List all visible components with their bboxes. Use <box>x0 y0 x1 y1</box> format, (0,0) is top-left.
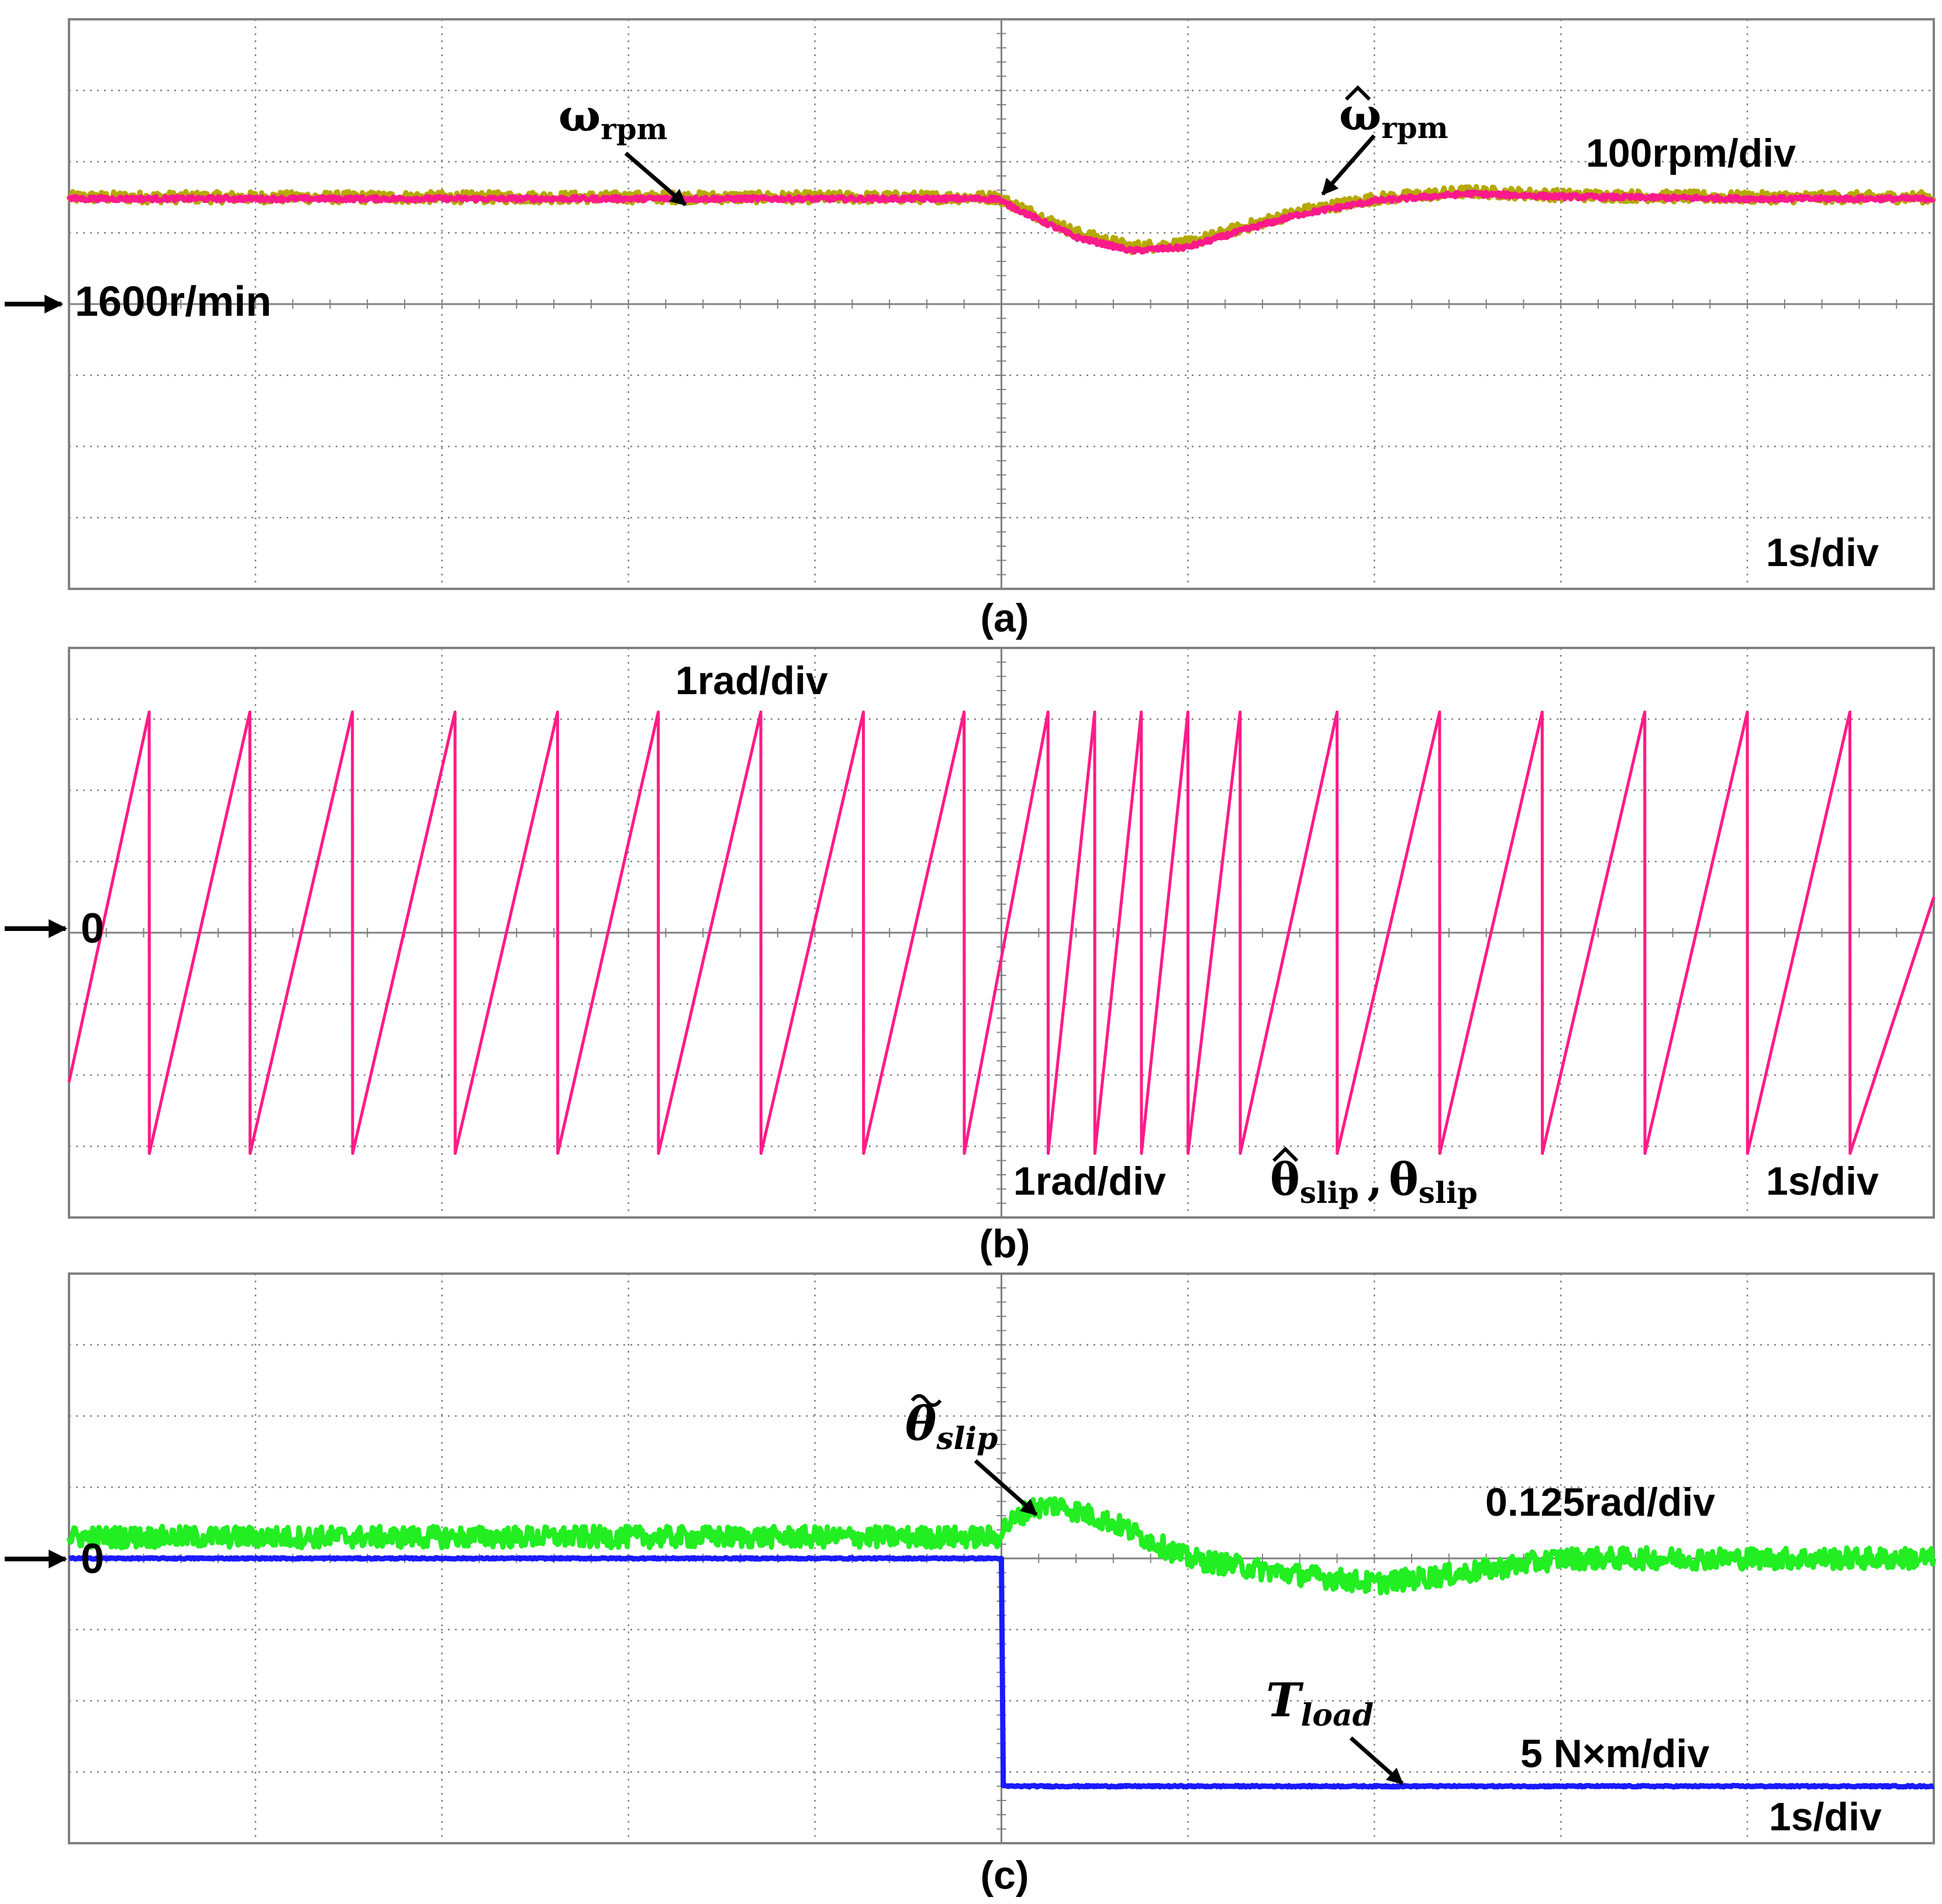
panel-caption: (b) <box>979 1222 1030 1266</box>
y-scale-label: 0.125rad/div <box>1485 1480 1715 1524</box>
series-label-omega-hat-rpm: ωrpm <box>1339 85 1448 145</box>
panel-a: 1600r/min 100rpm/div 1s/div ωrpm ωrpm (a… <box>5 18 1937 640</box>
svg-text:θslip: θslip <box>905 1396 998 1457</box>
y-scale-label: 100rpm/div <box>1586 131 1796 175</box>
hat-accent-icon <box>1272 1146 1299 1163</box>
series-label-theta-hat-slip: θslip <box>1270 1146 1359 1210</box>
svg-text:θslip: θslip <box>1270 1153 1359 1210</box>
svg-text:θslip: θslip <box>1389 1153 1478 1210</box>
x-scale-label: 1s/div <box>1766 1159 1879 1203</box>
panel-c: 0 0.125rad/div 5 N×m/div 1s/div θslip Tl… <box>5 1272 1937 1898</box>
panel-a-series <box>66 184 1937 256</box>
svg-text:ωrpm: ωrpm <box>1339 88 1448 145</box>
x-scale-label: 1s/div <box>1769 1795 1882 1839</box>
series-label-t-load: Tload <box>1266 1672 1374 1733</box>
panel-b-grid <box>68 647 1935 1219</box>
panel-caption: (c) <box>980 1853 1029 1898</box>
hat-accent-icon <box>1344 85 1371 101</box>
series-line <box>67 1555 1936 1790</box>
svg-text:Tload: Tload <box>1266 1672 1374 1733</box>
series-line <box>66 1496 1937 1596</box>
series-subscript: slip <box>1419 1175 1478 1210</box>
panel-b: 0 1rad/div 1rad/div 1s/div θslip , θslip… <box>5 647 1936 1266</box>
series-label-theta-tilde-slip: θslip <box>905 1394 998 1457</box>
series-label-omega-rpm: ωrpm <box>558 89 668 146</box>
panel-caption: (a) <box>980 596 1029 640</box>
series-subscript: load <box>1301 1698 1374 1733</box>
series-symbol: ω <box>1339 88 1381 140</box>
series-line <box>66 189 1936 255</box>
series-separator: , <box>1367 1153 1382 1205</box>
svg-text:ωrpm: ωrpm <box>558 89 668 146</box>
y-scale-label: 1rad/div <box>675 658 828 703</box>
panel-b-series <box>67 710 1936 1155</box>
callout-arrow-icon <box>1349 1736 1404 1785</box>
callout-arrow-icon <box>1321 134 1376 196</box>
series-label-theta-slip: θslip <box>1389 1153 1478 1210</box>
reference-label: 0 <box>81 1536 104 1582</box>
series-line <box>67 710 1936 1155</box>
callout-arrow-icon <box>624 151 687 206</box>
y-scale-label-secondary: 5 N×m/div <box>1520 1731 1709 1776</box>
panel-c-series <box>66 1496 1937 1790</box>
x-scale-label: 1s/div <box>1766 530 1879 575</box>
series-subscript: slip <box>1300 1175 1359 1210</box>
series-symbol: θ <box>1270 1153 1300 1205</box>
series-subscript: rpm <box>1381 111 1448 145</box>
series-symbol: θ <box>1389 1153 1419 1205</box>
series-symbol: T <box>1266 1672 1304 1727</box>
panel-a-grid <box>68 18 1935 590</box>
reference-label: 1600r/min <box>75 278 271 325</box>
series-symbol: ω <box>558 89 601 142</box>
series-subscript: slip <box>936 1421 998 1457</box>
callout-arrow-icon <box>974 1459 1038 1516</box>
reference-label: 0 <box>81 905 104 952</box>
y-scale-label-secondary: 1rad/div <box>1013 1159 1166 1203</box>
series-subscript: rpm <box>601 112 667 146</box>
series-symbol: θ <box>905 1396 937 1451</box>
tilde-accent-icon <box>910 1394 942 1407</box>
